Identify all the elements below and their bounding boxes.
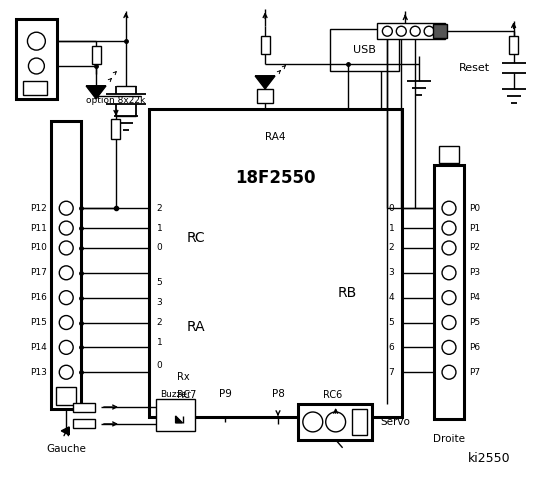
Text: Gauche: Gauche — [46, 444, 86, 454]
Bar — [112, 119, 121, 139]
Text: Droite: Droite — [433, 434, 465, 444]
Polygon shape — [255, 76, 275, 89]
Circle shape — [442, 315, 456, 329]
Bar — [92, 46, 101, 64]
Bar — [439, 145, 459, 164]
Circle shape — [382, 26, 392, 36]
Text: 2: 2 — [156, 318, 163, 327]
Text: 1: 1 — [389, 224, 394, 233]
Text: P5: P5 — [469, 318, 480, 327]
Bar — [330, 29, 399, 71]
Text: 2: 2 — [156, 204, 163, 213]
Polygon shape — [61, 427, 69, 435]
Text: P13: P13 — [30, 368, 48, 377]
Text: 0: 0 — [389, 204, 394, 213]
Circle shape — [59, 266, 73, 280]
Text: P4: P4 — [469, 293, 480, 302]
Circle shape — [59, 340, 73, 354]
Text: ki2550: ki2550 — [467, 452, 510, 465]
Text: P15: P15 — [30, 318, 48, 327]
Circle shape — [59, 365, 73, 379]
Text: P16: P16 — [30, 293, 48, 302]
Circle shape — [442, 241, 456, 255]
Text: P0: P0 — [469, 204, 480, 213]
Text: Buzzer: Buzzer — [160, 390, 191, 398]
Bar — [433, 24, 447, 38]
Text: 1: 1 — [156, 224, 163, 233]
Text: RA4: RA4 — [265, 132, 286, 142]
Text: RC7: RC7 — [176, 390, 196, 400]
Circle shape — [28, 58, 44, 74]
Bar — [352, 409, 368, 435]
Text: RB: RB — [338, 286, 357, 300]
Text: RC6: RC6 — [323, 390, 342, 400]
Circle shape — [442, 266, 456, 280]
Polygon shape — [176, 416, 182, 423]
Text: 2: 2 — [389, 243, 394, 252]
Text: P2: P2 — [469, 243, 480, 252]
Circle shape — [59, 201, 73, 215]
Text: 3: 3 — [389, 268, 394, 277]
Bar — [434, 166, 464, 419]
Text: P17: P17 — [30, 268, 48, 277]
Text: P14: P14 — [30, 343, 48, 352]
Text: P1: P1 — [469, 224, 480, 233]
Text: Servo: Servo — [380, 417, 410, 427]
Text: P12: P12 — [30, 204, 48, 213]
Text: 0: 0 — [156, 243, 163, 252]
Bar — [15, 19, 58, 99]
Polygon shape — [86, 86, 106, 99]
Text: P7: P7 — [469, 368, 480, 377]
Text: P3: P3 — [469, 268, 480, 277]
Text: option 8x22k: option 8x22k — [86, 96, 145, 105]
Circle shape — [326, 412, 346, 432]
Circle shape — [59, 291, 73, 305]
Circle shape — [424, 26, 434, 36]
Text: Reset: Reset — [459, 63, 490, 73]
Text: 1: 1 — [156, 338, 163, 347]
Bar — [156, 399, 195, 431]
Text: P8: P8 — [272, 389, 284, 399]
Circle shape — [442, 365, 456, 379]
Text: 3: 3 — [156, 298, 163, 307]
Bar — [149, 109, 402, 417]
Bar — [509, 36, 518, 54]
Bar — [56, 387, 76, 405]
Circle shape — [303, 412, 323, 432]
Circle shape — [410, 26, 420, 36]
Bar — [73, 403, 95, 411]
Text: P10: P10 — [30, 243, 48, 252]
Circle shape — [59, 390, 73, 404]
Circle shape — [28, 32, 45, 50]
Circle shape — [59, 315, 73, 329]
Text: P9: P9 — [219, 389, 232, 399]
Text: RA: RA — [186, 321, 205, 335]
Text: 6: 6 — [389, 343, 394, 352]
Circle shape — [59, 221, 73, 235]
Text: P11: P11 — [30, 224, 48, 233]
Bar — [73, 420, 95, 429]
Text: 5: 5 — [389, 318, 394, 327]
Circle shape — [59, 241, 73, 255]
Text: P6: P6 — [469, 343, 480, 352]
Circle shape — [442, 201, 456, 215]
Bar — [377, 23, 445, 39]
Bar — [51, 120, 81, 409]
Circle shape — [442, 291, 456, 305]
Text: 18F2550: 18F2550 — [235, 169, 316, 187]
Text: USB: USB — [353, 45, 376, 55]
Text: 7: 7 — [389, 368, 394, 377]
Text: RC: RC — [186, 231, 205, 245]
Bar — [260, 36, 269, 54]
Circle shape — [442, 221, 456, 235]
Text: 0: 0 — [156, 361, 163, 370]
Bar — [23, 81, 48, 95]
Bar — [298, 404, 372, 440]
Text: 4: 4 — [389, 293, 394, 302]
Text: 5: 5 — [156, 278, 163, 287]
Circle shape — [442, 340, 456, 354]
Bar — [257, 89, 273, 103]
Text: Rx: Rx — [176, 372, 189, 382]
Circle shape — [397, 26, 406, 36]
